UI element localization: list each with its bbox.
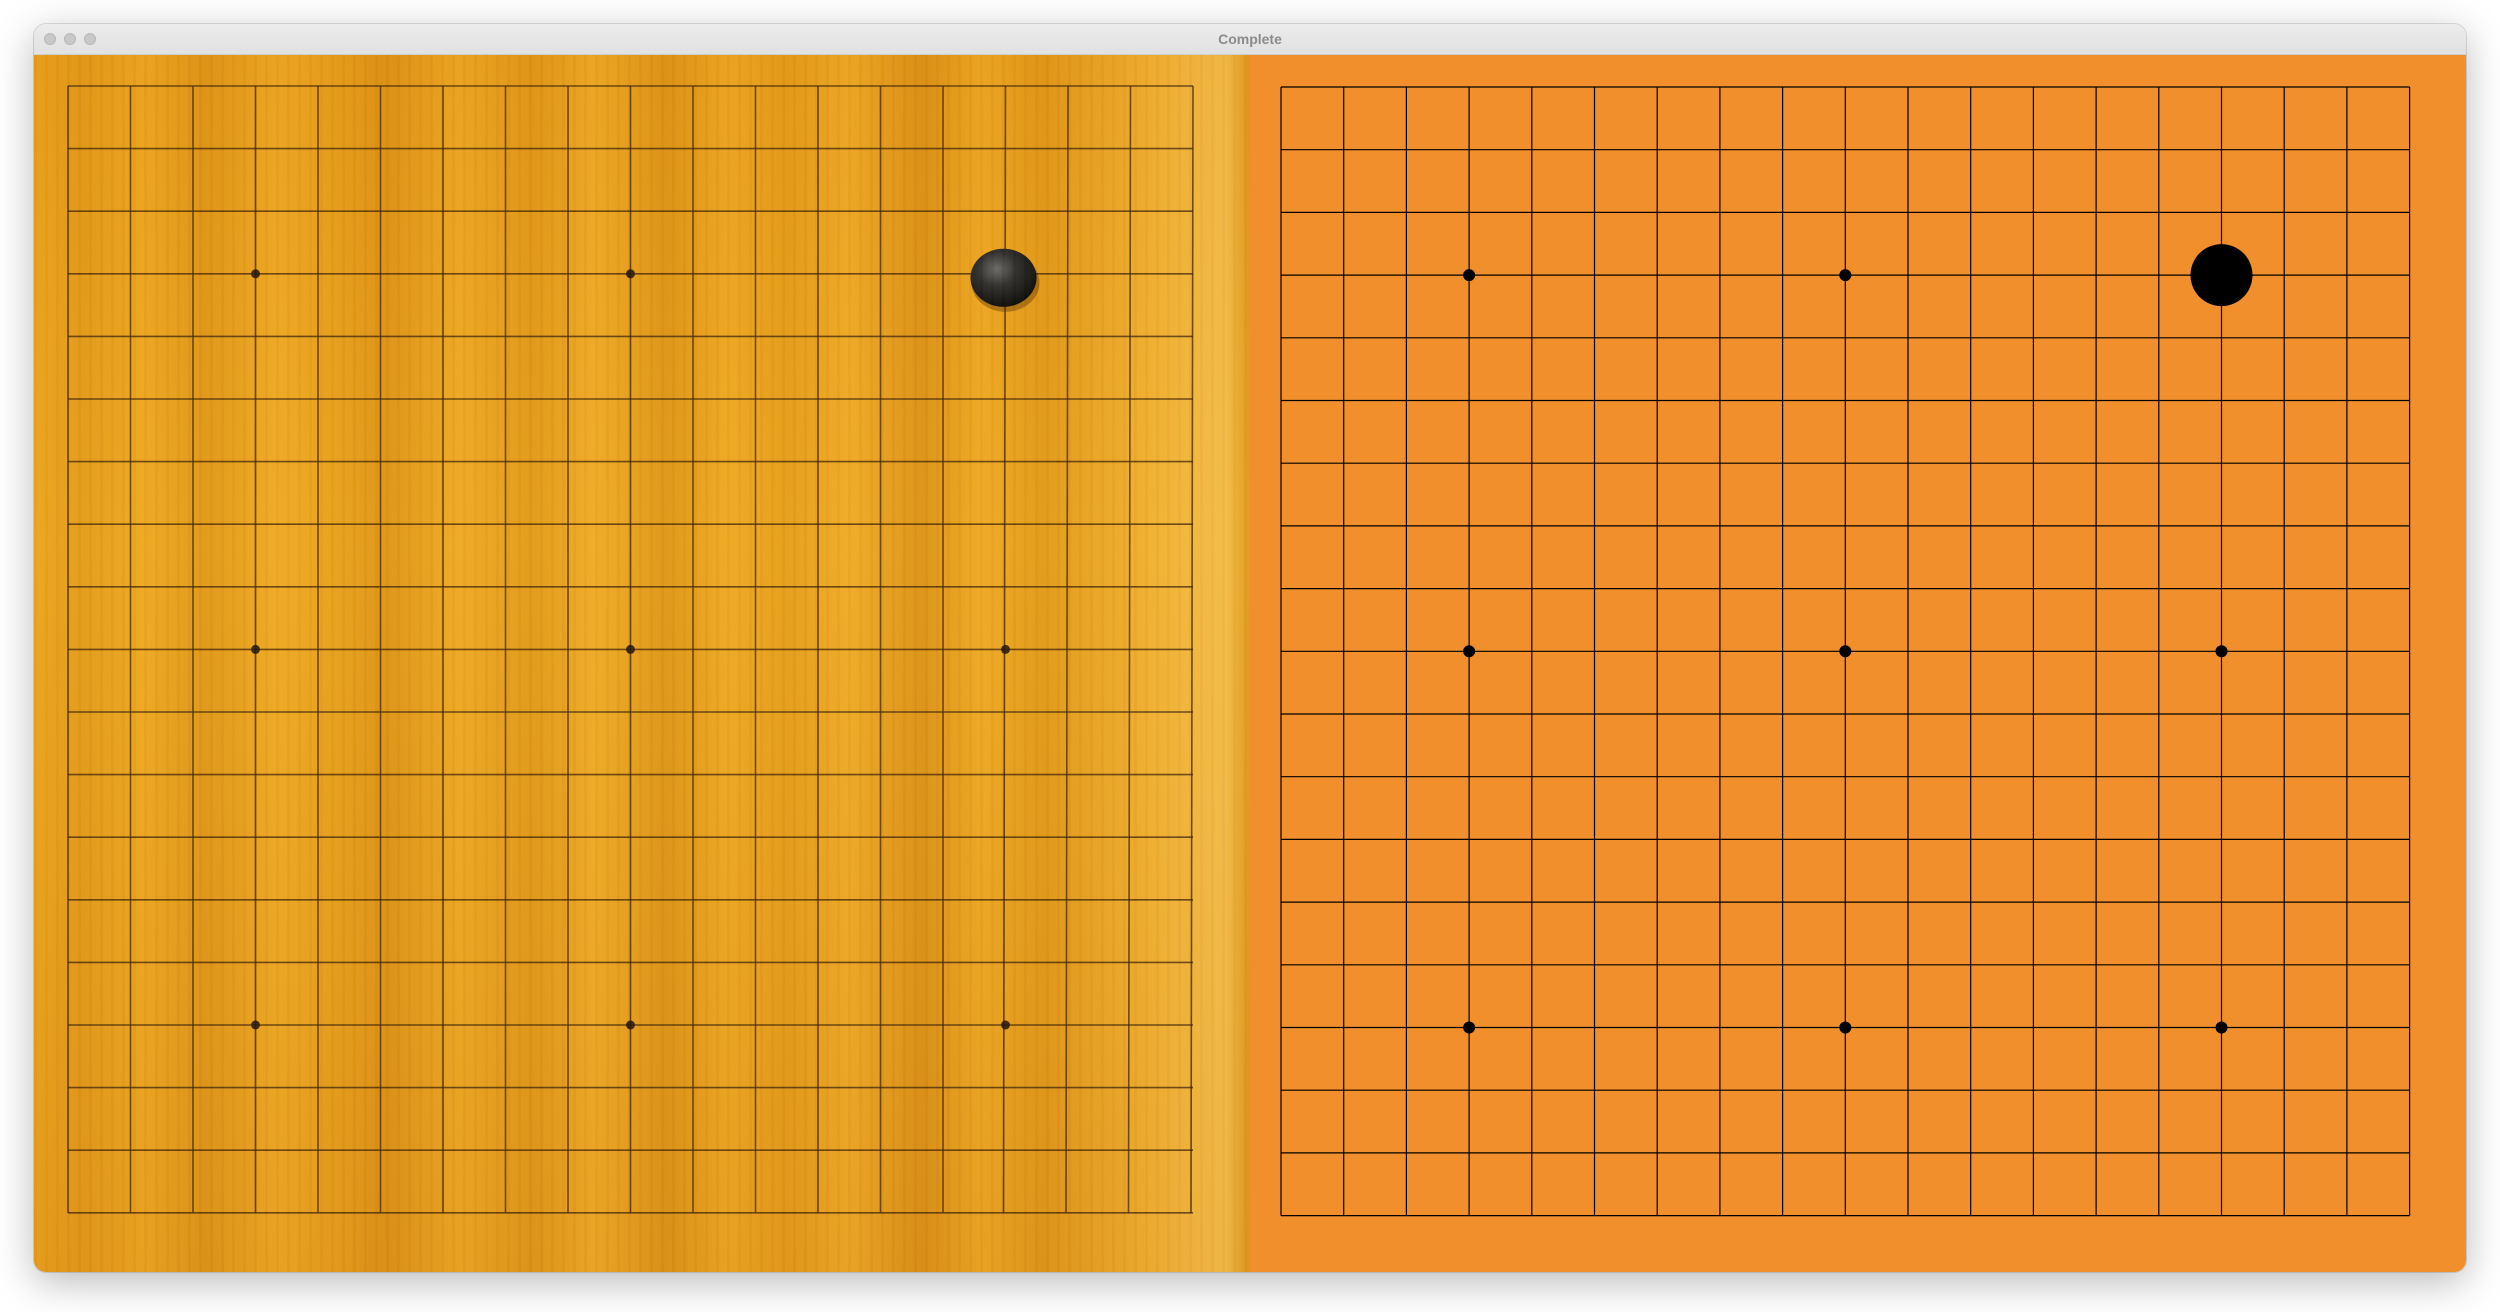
photo-star-point xyxy=(1001,1020,1010,1030)
photo-stone-black xyxy=(970,248,1037,307)
app-window: Complete xyxy=(34,24,2466,1272)
star-point xyxy=(1463,269,1476,282)
board-diagram[interactable] xyxy=(1250,55,2466,1272)
photo-grid-line-vertical xyxy=(1127,85,1132,1213)
zoom-window-button[interactable] xyxy=(84,33,96,45)
minimize-window-button[interactable] xyxy=(64,33,76,45)
close-window-button[interactable] xyxy=(44,33,56,45)
star-point xyxy=(1463,645,1476,658)
photo-star-point xyxy=(251,644,260,654)
photo-star-point xyxy=(626,269,635,279)
photo-star-point xyxy=(626,1020,635,1030)
photo-grid-line-vertical xyxy=(1065,85,1069,1213)
star-point xyxy=(1839,645,1852,658)
star-point xyxy=(1839,269,1852,282)
photo-star-point xyxy=(626,644,635,654)
content-area xyxy=(34,55,2466,1272)
title-bar[interactable]: Complete xyxy=(34,24,2466,55)
stone-black xyxy=(2190,244,2253,307)
photo-star-point xyxy=(251,1020,260,1030)
board-diagram-svg[interactable] xyxy=(1250,55,2466,1272)
star-point xyxy=(2215,1021,2228,1034)
star-point xyxy=(1463,1021,1476,1034)
photo-star-point xyxy=(251,269,260,279)
camera-board-overlay xyxy=(67,85,1194,1214)
star-point xyxy=(1839,1021,1852,1034)
photo-star-point xyxy=(1001,644,1010,654)
board-background xyxy=(1250,55,2466,1272)
star-point xyxy=(2215,645,2228,658)
window-title: Complete xyxy=(1218,31,1282,47)
photo-grid-line-vertical xyxy=(1190,85,1194,1213)
camera-board-image xyxy=(34,55,1250,1272)
